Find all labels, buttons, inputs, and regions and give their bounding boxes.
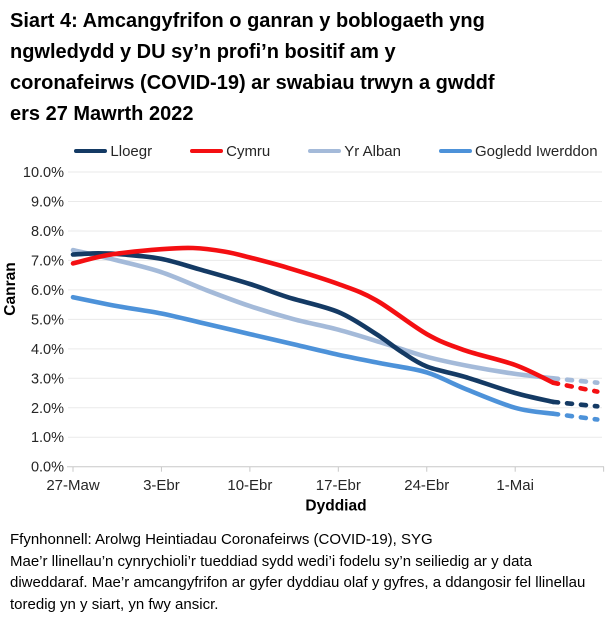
x-tick-label: 1-Mai (496, 477, 534, 494)
y-axis-title: Canran (2, 262, 19, 315)
trend-line-yr-alban-dashed (550, 376, 600, 385)
trend-line-cymru (70, 245, 556, 385)
y-tick-label: 8.0% (31, 224, 64, 240)
legend-line-swatch (190, 148, 224, 154)
methodology-note: Mae’r llinellau’n cynrychioli’r tueddiad… (10, 552, 586, 613)
chart-footer: Ffynhonnell: Arolwg Heintiadau Coronafei… (10, 529, 604, 615)
legend-item-gogledd-iwerddon: Gogledd Iwerddon (439, 143, 598, 160)
legend-line-swatch (439, 148, 472, 154)
legend-item-cymru: Cymru (190, 143, 270, 160)
y-tick-label: 4.0% (31, 342, 64, 358)
legend-item-yr-alban: Yr Alban (308, 143, 401, 160)
y-tick-label: 7.0% (31, 253, 64, 269)
chart-legend: Lloegr Cymru Yr Alban Gogledd Iwerddon (64, 141, 608, 161)
legend-item-lloegr: Lloegr (74, 143, 152, 160)
chart-title-line: Siart 4: Amcangyfrifon o ganran y boblog… (10, 10, 485, 32)
y-tick-label: 6.0% (31, 283, 64, 299)
chart-title-line: coronafeirws (COVID-19) ar swabiau trwyn… (10, 72, 495, 94)
legend-label: Yr Alban (344, 142, 401, 160)
y-tick-label: 9.0% (31, 194, 64, 210)
x-tick-label: 24-Ebr (404, 477, 449, 494)
chart-title: Siart 4: Amcangyfrifon o ganran y boblog… (10, 6, 608, 130)
y-tick-label: 0.0% (31, 460, 64, 476)
line-chart: 27-Maw 3-Ebr 10-Ebr 17-Ebr 24-Ebr 1-Mai 0.0% 1.… (2, 165, 605, 515)
y-tick-label: 1.0% (31, 430, 64, 446)
legend-line-swatch (308, 148, 342, 154)
trend-line-gogledd-iwerddon-dashed (550, 411, 600, 422)
legend-line-swatch (74, 148, 108, 154)
chart-title-line: ngwledydd y DU sy’n profi’n bositif am y (10, 41, 396, 63)
y-tick-label: 2.0% (31, 401, 64, 417)
trend-line-yr-alban (70, 247, 556, 381)
y-tick-label: 5.0% (31, 312, 64, 328)
x-tick-label: 3-Ebr (143, 477, 180, 494)
legend-label: Lloegr (110, 142, 153, 160)
y-tick-label: 10.0% (23, 165, 64, 181)
trend-line-gogledd-iwerddon (70, 294, 556, 416)
legend-label: Cymru (226, 142, 271, 160)
x-tick-label: 17-Ebr (316, 477, 361, 494)
x-axis-title: Dyddiad (305, 498, 366, 515)
trend-line-lloegr-dashed (550, 399, 600, 409)
y-tick-label: 3.0% (31, 371, 64, 387)
chart-title-line: ers 27 Mawrth 2022 (10, 103, 194, 125)
x-tick-label: 27-Maw (46, 477, 100, 494)
trend-line-cymru-dashed (550, 380, 600, 394)
source-note: Ffynhonnell: Arolwg Heintiadau Coronafei… (10, 531, 433, 548)
x-tick-label: 10-Ebr (227, 477, 272, 494)
legend-label: Gogledd Iwerddon (475, 142, 598, 160)
